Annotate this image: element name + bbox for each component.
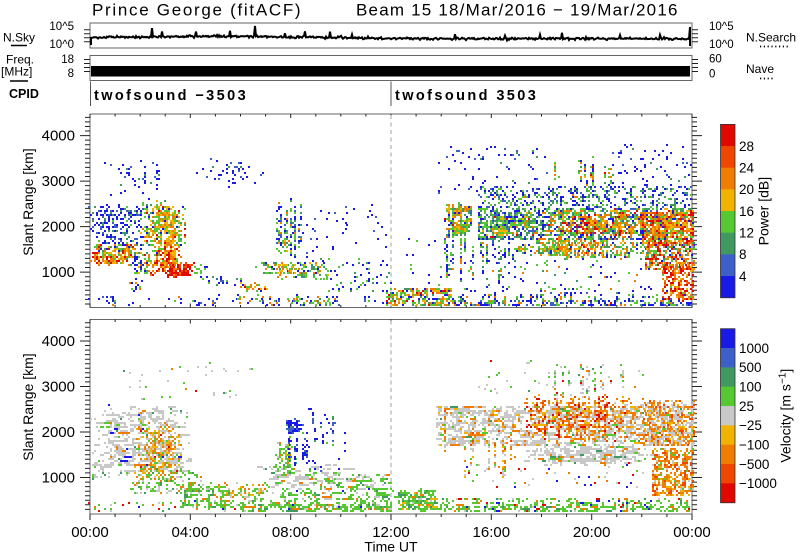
svg-text:28: 28 — [739, 139, 754, 154]
svg-text:twofsound −3503: twofsound −3503 — [94, 88, 248, 104]
svg-text:16:00: 16:00 — [473, 524, 511, 541]
svg-text:0: 0 — [709, 69, 715, 81]
svg-text:12:00: 12:00 — [372, 524, 410, 541]
svg-text:16: 16 — [739, 204, 754, 219]
svg-text:500: 500 — [739, 360, 762, 375]
svg-text:Slant Range [km]: Slant Range [km] — [20, 353, 36, 460]
svg-text:−25: −25 — [739, 418, 762, 433]
svg-text:−1000: −1000 — [739, 476, 777, 491]
svg-text:3000: 3000 — [42, 379, 75, 396]
svg-text:10^5: 10^5 — [49, 21, 74, 33]
svg-text:12: 12 — [739, 226, 754, 241]
svg-text:00:00: 00:00 — [71, 524, 109, 541]
svg-text:2000: 2000 — [42, 219, 75, 236]
svg-text:1000: 1000 — [42, 264, 75, 281]
svg-text:04:00: 04:00 — [172, 524, 210, 541]
svg-text:25: 25 — [739, 399, 754, 414]
svg-text:[MHz]: [MHz] — [1, 65, 32, 79]
svg-text:00:00: 00:00 — [673, 524, 711, 541]
svg-text:2000: 2000 — [42, 424, 75, 441]
svg-text:10^5: 10^5 — [709, 21, 734, 33]
svg-text:Nave: Nave — [746, 62, 774, 76]
svg-text:N.Search: N.Search — [746, 31, 796, 45]
svg-text:20: 20 — [739, 182, 754, 197]
svg-text:Velocity [m s−1]: Velocity [m s−1] — [777, 369, 794, 463]
svg-text:20:00: 20:00 — [573, 524, 611, 541]
svg-text:4000: 4000 — [42, 128, 75, 145]
svg-text:18: 18 — [61, 54, 74, 66]
svg-text:Prince George (fitACF): Prince George (fitACF) — [92, 1, 302, 20]
svg-text:10^0: 10^0 — [709, 39, 734, 51]
svg-text:60: 60 — [709, 54, 722, 66]
svg-text:Power [dB]: Power [dB] — [756, 177, 772, 245]
svg-text:twofsound 3503: twofsound 3503 — [395, 88, 538, 104]
svg-text:1000: 1000 — [739, 341, 769, 356]
svg-text:3000: 3000 — [42, 173, 75, 190]
svg-text:4: 4 — [739, 269, 747, 284]
svg-text:8: 8 — [68, 68, 74, 80]
svg-text:Freq.: Freq. — [6, 53, 34, 67]
svg-text:1000: 1000 — [42, 470, 75, 487]
svg-text:8: 8 — [739, 247, 747, 262]
svg-text:10^0: 10^0 — [49, 39, 74, 51]
svg-text:4000: 4000 — [42, 333, 75, 350]
svg-text:CPID: CPID — [9, 87, 39, 101]
svg-text:−500: −500 — [739, 457, 769, 472]
svg-text:N.Sky: N.Sky — [3, 31, 35, 45]
svg-text:24: 24 — [739, 161, 755, 176]
svg-text:Slant Range [km]: Slant Range [km] — [20, 148, 36, 255]
svg-text:100: 100 — [739, 380, 762, 395]
svg-text:08:00: 08:00 — [272, 524, 310, 541]
svg-text:Time UT: Time UT — [364, 539, 418, 555]
svg-text:Beam 15 18/Mar/2016 − 19/Mar/: Beam 15 18/Mar/2016 − 19/Mar/2016 — [356, 1, 679, 20]
svg-text:−100: −100 — [739, 438, 769, 453]
